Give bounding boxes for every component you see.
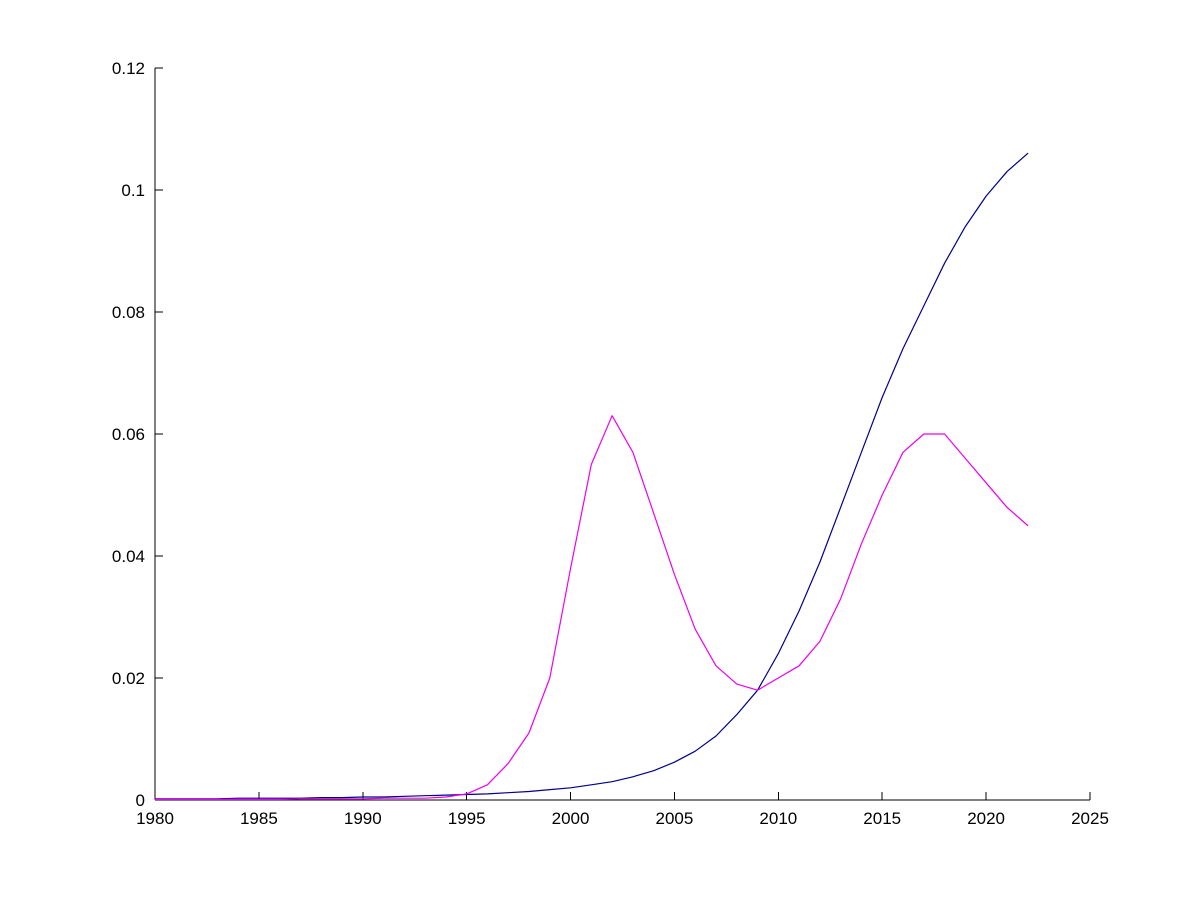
x-tick-label: 1980: [136, 809, 174, 828]
x-tick-label: 1995: [448, 809, 486, 828]
magenta-series-line: [154, 415, 1029, 801]
x-tick-label: 2000: [552, 809, 590, 828]
y-tick-label: 0.12: [112, 59, 145, 78]
y-tick-label: 0.06: [112, 425, 145, 444]
y-tick-label: 0.04: [112, 547, 145, 566]
x-tick-label: 2020: [967, 809, 1005, 828]
y-tick-label: 0: [136, 791, 145, 810]
x-tick-label: 2010: [759, 809, 797, 828]
y-tick-label: 0.02: [112, 669, 145, 688]
x-tick-label: 2025: [1071, 809, 1109, 828]
blue-series-line: [154, 152, 1029, 800]
y-tick-label: 0.08: [112, 303, 145, 322]
x-tick-label: 2015: [863, 809, 901, 828]
x-tick-label: 2005: [656, 809, 694, 828]
x-tick-label: 1985: [240, 809, 278, 828]
y-tick-label: 0.1: [121, 181, 145, 200]
x-tick-label: 1990: [344, 809, 382, 828]
